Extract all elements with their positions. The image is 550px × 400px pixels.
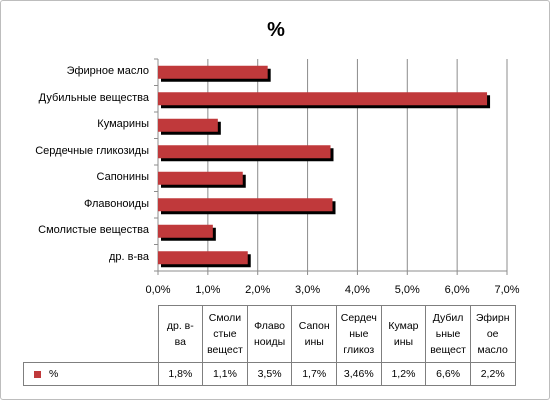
x-tick-label: 7,0% bbox=[494, 284, 519, 296]
category-label: Эфирное масло bbox=[66, 65, 149, 78]
table-header-cell: Смоли стые вещест bbox=[202, 305, 248, 363]
table-corner bbox=[23, 305, 159, 363]
table-header-cell: Сердеч ные гликоз bbox=[336, 305, 382, 363]
table-header-cell: Флаво ноиды bbox=[246, 305, 293, 363]
x-tick-label: 0,0% bbox=[145, 284, 170, 296]
x-tick-label: 1,0% bbox=[195, 284, 220, 296]
bar bbox=[158, 145, 331, 159]
category-label: др. в-ва bbox=[109, 250, 149, 263]
table-value-cell: 1,8% bbox=[157, 362, 204, 386]
category-label: Смолистые вещества bbox=[38, 224, 149, 237]
category-label: Флавоноиды bbox=[83, 197, 149, 210]
bar bbox=[158, 251, 248, 265]
table-header-cell: др. в- ва bbox=[157, 305, 204, 363]
bar bbox=[158, 65, 268, 79]
category-label: Сердечные гликозиды bbox=[35, 144, 149, 157]
table-header-cell: Сапон ины bbox=[291, 305, 337, 363]
category-label: Кумарины bbox=[97, 118, 149, 131]
legend-label: % bbox=[49, 368, 59, 380]
chart-title: % bbox=[267, 19, 285, 41]
bar bbox=[158, 224, 213, 238]
table-row: % 1,8% 1,1% 3,5% 1,7% 3,46% 1,2% 6,6% 2,2% bbox=[23, 362, 516, 386]
table-value-cell: 3,46% bbox=[336, 362, 382, 386]
table-value-cell: 1,2% bbox=[380, 362, 427, 386]
category-label: Дубильные вещества bbox=[38, 91, 149, 104]
x-tick-label: 2,0% bbox=[245, 284, 270, 296]
table-value-cell: 1,1% bbox=[202, 362, 248, 386]
category-label: Сапонины bbox=[96, 171, 149, 184]
legend-swatch bbox=[34, 370, 41, 378]
table-header-cell: Дубил ьные вещест bbox=[425, 305, 471, 363]
x-tick-label: 3,0% bbox=[295, 284, 320, 296]
x-tick-label: 5,0% bbox=[395, 284, 420, 296]
bar bbox=[158, 118, 218, 132]
plot-area: 0,0% 1,0% 2,0% 3,0% 4,0% 5,0% 6,0% 7,0% bbox=[145, 58, 520, 296]
table-value-cell: 3,5% bbox=[246, 362, 293, 386]
x-tick-label: 4,0% bbox=[345, 284, 370, 296]
table-value-cell: 6,6% bbox=[425, 362, 471, 386]
table-value-cell: 2,2% bbox=[469, 362, 516, 386]
data-table: др. в- ва Смоли стые вещест Флаво ноиды Сап… bbox=[23, 305, 516, 386]
bar bbox=[158, 171, 243, 185]
bar bbox=[158, 198, 333, 212]
table-header-cell: Эфирн ое масло bbox=[469, 305, 516, 363]
x-tick-label: 6,0% bbox=[445, 284, 470, 296]
table-header-row: др. в- ва Смоли стые вещест Флаво ноиды Сап… bbox=[23, 305, 516, 363]
table-value-cell: 1,7% bbox=[291, 362, 337, 386]
bar bbox=[158, 92, 488, 106]
table-header-cell: Кумар ины bbox=[380, 305, 427, 363]
legend-entry: % bbox=[23, 362, 159, 386]
